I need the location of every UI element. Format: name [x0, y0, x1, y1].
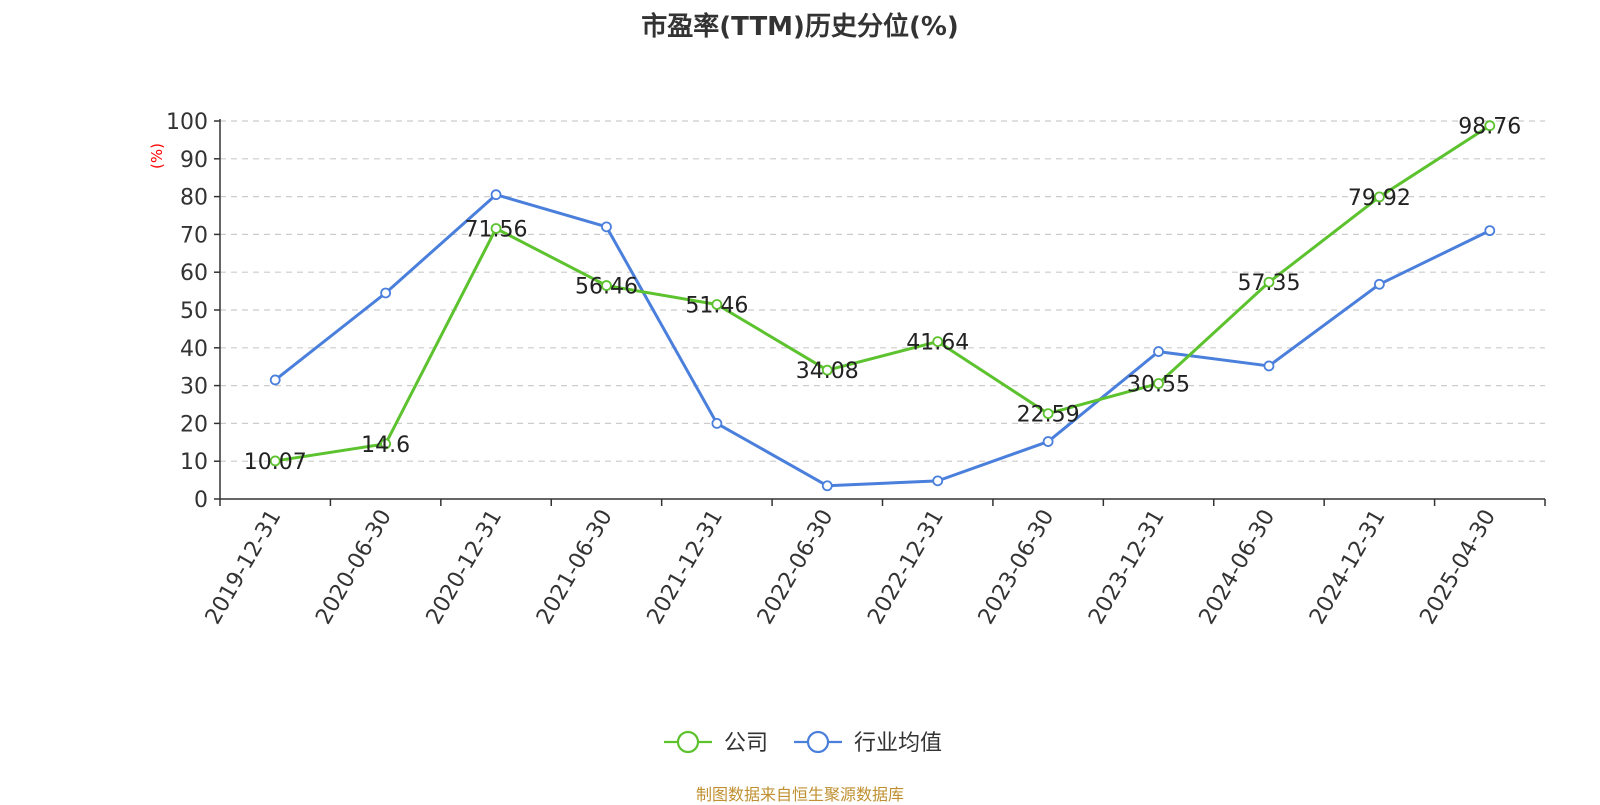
- legend-label: 公司: [724, 731, 768, 756]
- data-point[interactable]: [932, 336, 944, 348]
- x-tick-label: 2022-06-30: [753, 506, 839, 629]
- y-tick-label: 30: [180, 375, 208, 400]
- data-point[interactable]: [1484, 120, 1496, 132]
- x-tick-label: 2020-12-31: [422, 505, 508, 628]
- x-tick-label: 2021-12-31: [642, 506, 728, 629]
- data-point[interactable]: [1153, 378, 1164, 389]
- series-line: [274, 124, 1491, 463]
- data-label: 10.07: [244, 450, 307, 475]
- data-point[interactable]: [1042, 408, 1054, 420]
- data-point[interactable]: [490, 223, 502, 234]
- data-label: 57.35: [1237, 271, 1300, 296]
- data-point[interactable]: [380, 438, 392, 450]
- data-point[interactable]: [1263, 360, 1275, 372]
- series-layer: 10.07 14.6 71.56 56.46 51.46 34.08 41.64 22.59 3…: [244, 115, 1522, 492]
- data-point[interactable]: [932, 475, 944, 487]
- x-tick-label: 2022-12-31: [863, 505, 949, 628]
- data-point[interactable]: [711, 417, 723, 429]
- data-point[interactable]: [1373, 278, 1385, 290]
- x-tick-label: 2020-06-30: [311, 506, 397, 629]
- data-point[interactable]: [711, 299, 723, 310]
- data-point[interactable]: [1373, 191, 1385, 203]
- data-label: 34.08: [796, 359, 859, 384]
- data-point[interactable]: [821, 364, 833, 376]
- data-label: 56.46: [575, 275, 638, 300]
- x-tick-label: 2025-04-30: [1415, 506, 1501, 629]
- data-label: 79.92: [1348, 186, 1411, 211]
- y-tick-label: 70: [180, 223, 208, 248]
- legend-marker: [676, 730, 700, 754]
- x-tick-label: 2024-06-30: [1195, 506, 1281, 629]
- data-point[interactable]: [380, 287, 392, 299]
- y-tick-label: 100: [166, 110, 208, 135]
- y-tick-label: 60: [180, 261, 208, 286]
- source-note: 制图数据来自恒生聚源数据库: [695, 785, 904, 804]
- y-tick-label: 50: [180, 299, 208, 324]
- y-tick-label: 90: [180, 148, 208, 173]
- legend[interactable]: 公司 行业均值: [664, 730, 942, 756]
- data-point[interactable]: [1484, 225, 1496, 237]
- data-point[interactable]: [1042, 436, 1054, 447]
- data-label: 14.6: [361, 433, 410, 458]
- y-tick-label: 40: [180, 337, 208, 362]
- data-point[interactable]: [269, 455, 281, 467]
- data-point[interactable]: [1263, 276, 1275, 288]
- legend-item-2[interactable]: 行业均值: [794, 730, 942, 756]
- data-label: 98.76: [1458, 115, 1521, 140]
- y-tick-label: 20: [180, 412, 208, 437]
- x-tick-label: 2023-12-31: [1084, 506, 1170, 629]
- data-point[interactable]: [601, 280, 612, 291]
- x-tick-label: 2024-12-31: [1305, 506, 1391, 629]
- data-point[interactable]: [821, 480, 833, 492]
- series-2: [269, 189, 1496, 492]
- x-tick-label: 2023-06-30: [974, 506, 1060, 629]
- data-label: 30.55: [1127, 373, 1190, 398]
- data-labels-1: 10.07 14.6 71.56 56.46 51.46 34.08 41.64 22.59 3…: [244, 115, 1522, 475]
- data-point[interactable]: [1153, 346, 1164, 357]
- data-point[interactable]: [490, 189, 502, 201]
- y-axis-label: (%): [148, 143, 166, 169]
- x-tick-label: 2019-12-31: [201, 506, 287, 629]
- legend-label: 行业均值: [854, 731, 942, 756]
- chart-title: 市盈率(TTM)历史分位(%): [641, 12, 959, 42]
- legend-item-1[interactable]: 公司: [664, 730, 768, 756]
- data-point[interactable]: [601, 221, 612, 233]
- series-line: [274, 193, 1491, 488]
- data-label: 51.46: [685, 293, 748, 318]
- data-label: 71.56: [465, 218, 528, 243]
- y-tick-label: 10: [180, 450, 208, 475]
- series-1: [269, 120, 1496, 467]
- data-label: 22.59: [1017, 403, 1080, 428]
- y-tick-label: 0: [194, 488, 208, 513]
- legend-marker: [806, 730, 830, 754]
- x-tick-label: 2021-06-30: [532, 506, 618, 629]
- data-label: 41.64: [906, 331, 969, 356]
- y-tick-label: 80: [180, 186, 208, 211]
- data-point[interactable]: [269, 374, 281, 386]
- grid-lines: [220, 120, 1545, 462]
